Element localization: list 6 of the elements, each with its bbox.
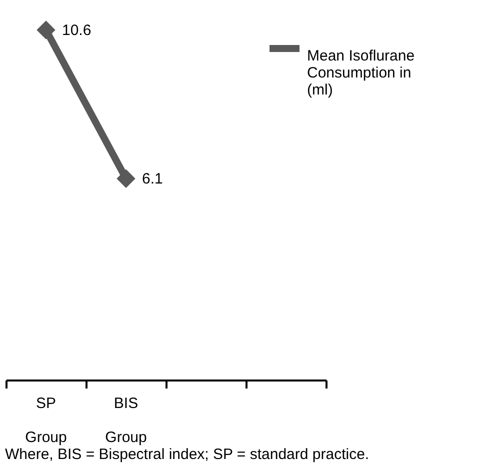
text: Where, BIS = Bispectral index; SP = standard practice.	[5, 446, 370, 463]
data-label: 10.6	[62, 22, 92, 39]
data-label: 6.1	[142, 170, 163, 188]
x-tick-label: SP Group	[25, 395, 67, 446]
legend-label: Mean Isoflurane Consumption in (ml)	[307, 48, 415, 98]
x-tick-label: BIS Group	[105, 395, 147, 446]
